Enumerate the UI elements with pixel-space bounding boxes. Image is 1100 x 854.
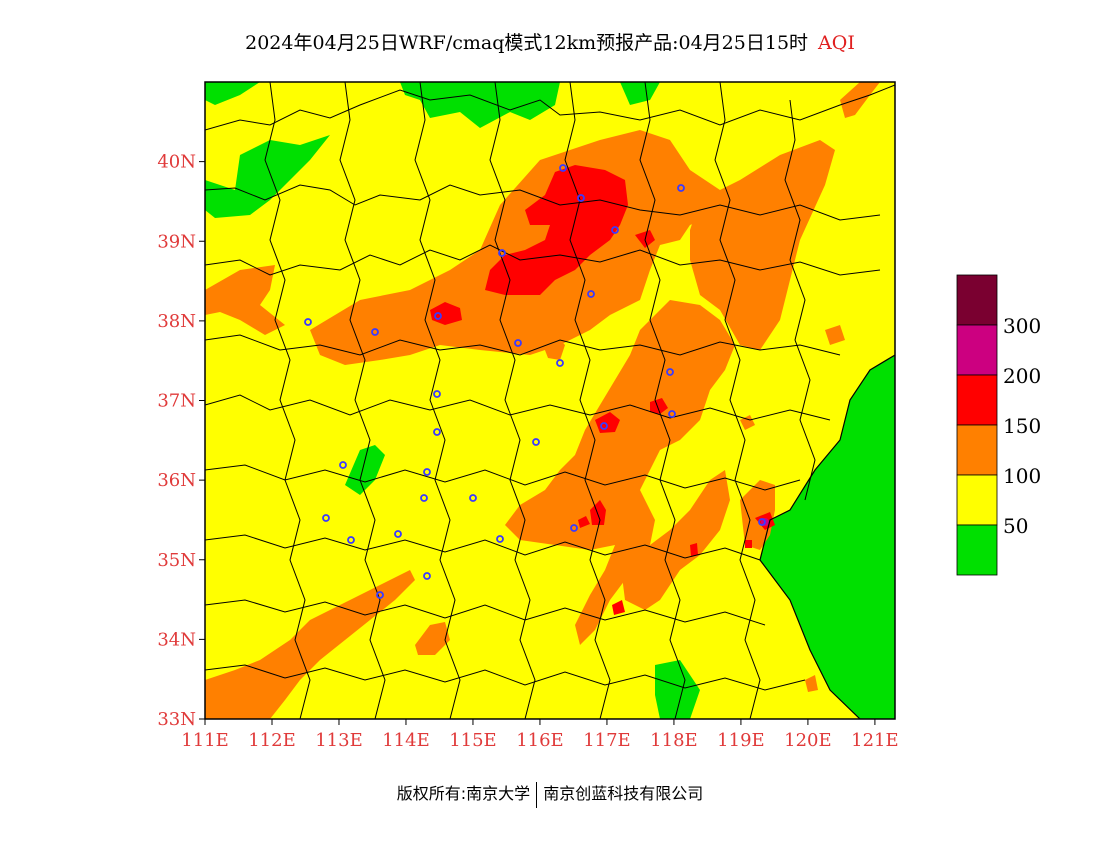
legend-swatch bbox=[956, 474, 998, 526]
city-marker bbox=[433, 390, 441, 398]
title-text: 2024年04月25日WRF/cmaq模式12km预报产品:04月25日15时 bbox=[245, 32, 809, 54]
lat-label: 35N bbox=[157, 550, 196, 571]
legend-label: 50 bbox=[1003, 514, 1028, 538]
aqi-map-layer bbox=[205, 82, 895, 719]
city-marker bbox=[469, 494, 477, 502]
city-marker bbox=[376, 591, 384, 599]
city-marker bbox=[600, 422, 608, 430]
aqi-tag: AQI bbox=[818, 32, 855, 54]
aqi-green-areas bbox=[205, 82, 895, 719]
lat-label: 40N bbox=[157, 152, 196, 173]
city-marker bbox=[514, 339, 522, 347]
city-markers bbox=[304, 164, 766, 599]
city-marker bbox=[587, 290, 595, 298]
lon-label: 115E bbox=[449, 730, 497, 751]
lon-label: 118E bbox=[650, 730, 698, 751]
legend-swatch bbox=[956, 424, 998, 476]
legend-swatch bbox=[956, 524, 998, 576]
legend-label: 150 bbox=[1003, 414, 1041, 438]
city-marker bbox=[611, 226, 619, 234]
lon-label: 117E bbox=[583, 730, 631, 751]
lon-label: 119E bbox=[717, 730, 765, 751]
city-marker bbox=[304, 318, 312, 326]
legend-swatch bbox=[956, 324, 998, 376]
lon-label: 112E bbox=[248, 730, 296, 751]
city-marker bbox=[570, 524, 578, 532]
lon-label: 111E bbox=[181, 730, 229, 751]
map-title: 2024年04月25日WRF/cmaq模式12km预报产品:04月25日15时 A… bbox=[0, 28, 1100, 55]
copyright-footer: 版权所有:南京大学 南京创蓝科技有限公司 bbox=[0, 780, 1100, 808]
city-marker bbox=[423, 572, 431, 580]
latitude-axis: 33N 34N 35N 36N 37N 38N 39N 40N bbox=[157, 152, 205, 730]
city-marker bbox=[498, 249, 506, 257]
aqi-legend: 300 200 150 100 50 bbox=[956, 274, 1041, 576]
lon-label: 121E bbox=[851, 730, 899, 751]
coastline bbox=[759, 354, 895, 719]
legend-swatch bbox=[956, 374, 998, 426]
city-marker bbox=[668, 410, 676, 418]
legend-swatch bbox=[956, 274, 998, 326]
copyright-text: 版权所有:南京大学 bbox=[396, 784, 531, 803]
lat-label: 39N bbox=[157, 231, 196, 252]
city-marker bbox=[677, 184, 685, 192]
city-marker bbox=[433, 428, 441, 436]
lat-label: 37N bbox=[157, 391, 196, 412]
lon-label: 114E bbox=[382, 730, 430, 751]
city-marker bbox=[339, 461, 347, 469]
lon-label: 120E bbox=[784, 730, 832, 751]
city-marker bbox=[322, 514, 330, 522]
city-marker bbox=[758, 518, 766, 526]
city-marker bbox=[666, 368, 674, 376]
longitude-axis: 111E 112E 113E 114E 115E 116E 117E 118E 119E 120E… bbox=[181, 719, 899, 751]
legend-label: 300 bbox=[1003, 314, 1041, 338]
city-marker bbox=[434, 312, 442, 320]
lat-label: 34N bbox=[157, 629, 196, 650]
city-marker bbox=[371, 328, 379, 336]
legend-label: 100 bbox=[1003, 464, 1041, 488]
lon-label: 113E bbox=[315, 730, 363, 751]
city-marker bbox=[496, 535, 504, 543]
lat-label: 38N bbox=[157, 311, 196, 332]
city-marker bbox=[577, 194, 585, 202]
lon-label: 116E bbox=[516, 730, 564, 751]
city-marker bbox=[347, 536, 355, 544]
city-marker bbox=[423, 468, 431, 476]
city-marker bbox=[559, 164, 567, 172]
lat-label: 36N bbox=[157, 470, 196, 491]
company-text: 南京创蓝科技有限公司 bbox=[543, 784, 704, 803]
footer-separator bbox=[536, 781, 538, 808]
city-marker bbox=[556, 359, 564, 367]
city-marker bbox=[532, 438, 540, 446]
city-marker bbox=[420, 494, 428, 502]
lat-label: 33N bbox=[157, 709, 196, 730]
city-marker bbox=[394, 530, 402, 538]
admin-boundaries bbox=[205, 82, 895, 719]
legend-label: 200 bbox=[1003, 364, 1041, 388]
